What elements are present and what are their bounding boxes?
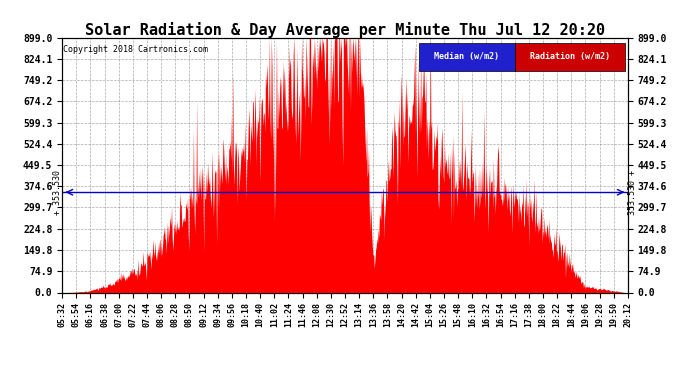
FancyBboxPatch shape [419, 43, 515, 70]
Text: Median (w/m2): Median (w/m2) [434, 52, 499, 61]
Text: Radiation (w/m2): Radiation (w/m2) [530, 52, 610, 61]
FancyBboxPatch shape [515, 43, 625, 70]
Text: Copyright 2018 Cartronics.com: Copyright 2018 Cartronics.com [63, 45, 208, 54]
Text: + 353.530: + 353.530 [53, 170, 62, 215]
Text: 353.530 +: 353.530 + [628, 170, 637, 215]
Title: Solar Radiation & Day Average per Minute Thu Jul 12 20:20: Solar Radiation & Day Average per Minute… [85, 21, 605, 38]
